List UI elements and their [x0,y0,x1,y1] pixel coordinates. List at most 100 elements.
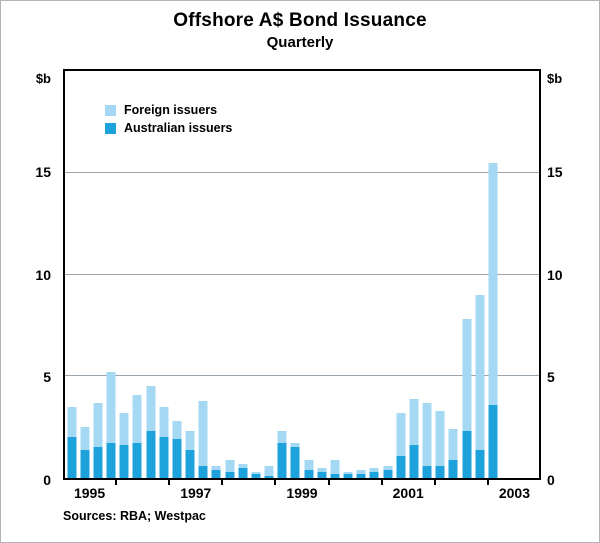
gridline-15 [65,171,539,173]
bar-segment-australian [67,437,77,478]
bar-1998-q4 [264,71,274,478]
bar-segment-foreign [264,465,274,476]
bar-segment-foreign [369,467,379,472]
y-axis-label-5: 5 [547,369,555,386]
bar-1996-q2 [132,71,142,478]
bar-2000-q2 [343,71,353,478]
bar-segment-australian [448,459,458,478]
bar-segment-australian [356,473,366,478]
bar-segment-australian [172,439,182,478]
y-axis-label-0: 0 [547,472,555,488]
gridline-5 [65,375,539,377]
bar-segment-australian [119,445,129,478]
legend-swatch-foreign-icon [105,104,116,116]
bar-segment-australian [264,475,274,478]
bar-segment-australian [251,473,261,478]
bar-segment-australian [462,431,472,478]
x-axis-label-1995: 1995 [73,485,106,501]
bar-1997-q4 [211,71,221,478]
bar-segment-foreign [93,402,103,448]
bar-segment-foreign [80,427,90,450]
x-axis-tick [168,480,171,485]
bar-segment-foreign [396,412,406,456]
bar-segment-foreign [304,459,314,470]
bar-2001-q1 [383,71,393,478]
bar-1996-q4 [159,71,169,478]
x-axis-label-2001: 2001 [392,485,424,501]
x-axis-tick [433,480,436,485]
bar-segment-australian [146,431,156,478]
bar-segment-australian [238,467,248,478]
bar-segment-foreign [185,431,195,450]
bar-2002-q2 [448,71,458,478]
legend-swatch-australian-icon [105,122,116,134]
y-axis-label-15: 15 [547,163,563,180]
bar-1997-q1 [172,71,182,478]
bar-1997-q2 [185,71,195,478]
bar-segment-australian [277,443,287,478]
bar-segment-australian [290,447,300,478]
bar-segment-australian [185,449,195,478]
bar-segment-foreign [172,421,182,440]
bar-2002-q3 [462,71,472,478]
y-axis-unit-right: $b [547,71,563,86]
bar-segment-foreign [383,465,393,470]
bar-segment-australian [106,443,116,478]
bar-segment-foreign [67,406,77,438]
x-axis-tick [115,480,118,485]
bar-segment-foreign [211,465,221,470]
y-axis-unit-left: $b [35,71,51,86]
bar-segment-australian [80,449,90,478]
bar-segment-australian [475,449,485,478]
y-axis-label-0: 0 [43,472,51,488]
bar-segment-foreign [330,459,340,474]
x-axis-tick [327,480,330,485]
chart-title: Offshore A$ Bond Issuance [173,10,427,31]
bar-2002-q1 [435,71,445,478]
bar-1995-q2 [80,71,90,478]
x-axis-tick [274,480,277,485]
y-axis-right: $b 0 5 10 15 [547,69,587,487]
bar-segment-australian [132,443,142,478]
bar-segment-foreign [317,467,327,472]
bar-segment-foreign [356,469,366,474]
bar-2002-q4 [475,71,485,478]
bar-1998-q2 [238,71,248,478]
bar-segment-australian [317,471,327,478]
legend-label-foreign: Foreign issuers [124,102,218,117]
bar-segment-foreign [238,463,248,468]
bar-2000-q1 [330,71,340,478]
x-axis-label-1997: 1997 [180,485,212,501]
x-axis-tick [221,480,224,485]
legend: Foreign issuers Australian issuers [105,101,232,137]
bar-segment-australian [343,473,353,478]
legend-item-australian: Australian issuers [105,119,232,137]
bar-segment-australian [304,469,314,478]
bar-2000-q4 [369,71,379,478]
bar-segment-foreign [146,386,156,432]
gridline-10 [65,273,539,275]
bar-1998-q3 [251,71,261,478]
bar-segment-foreign [448,429,458,460]
bar-segment-foreign [198,400,208,466]
bar-segment-australian [159,437,169,478]
bar-1996-q1 [119,71,129,478]
bar-2001-q3 [409,71,419,478]
bar-segment-australian [409,445,419,478]
bar-segment-australian [396,455,406,478]
y-axis-label-10: 10 [547,266,563,283]
legend-label-australian: Australian issuers [124,120,233,135]
x-axis-ticks [63,480,541,485]
bar-segment-australian [369,471,379,478]
bar-2003-q1 [488,71,498,478]
bar-segment-australian [383,469,393,478]
bar-segment-foreign [488,162,498,405]
bar-1998-q1 [225,71,235,478]
bar-segment-australian [225,471,235,478]
bar-segment-australian [488,404,498,478]
bar-1999-q1 [277,71,287,478]
y-axis-label-15: 15 [35,163,51,180]
bar-1996-q3 [146,71,156,478]
bar-1999-q4 [317,71,327,478]
